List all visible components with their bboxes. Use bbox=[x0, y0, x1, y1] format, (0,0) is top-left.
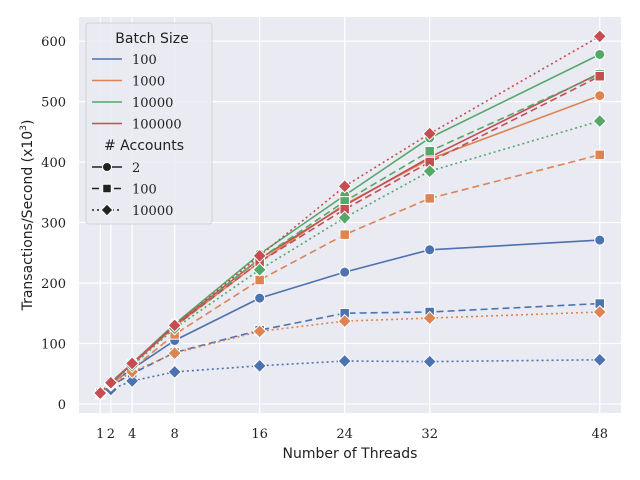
data-point bbox=[592, 29, 607, 44]
data-point bbox=[252, 262, 267, 277]
y-tick-label: 100 bbox=[41, 337, 66, 352]
data-point bbox=[254, 292, 266, 304]
x-tick-label: 8 bbox=[171, 427, 179, 442]
x-tick-label: 2 bbox=[107, 427, 115, 442]
data-point bbox=[167, 345, 182, 361]
data-point bbox=[337, 313, 352, 329]
x-axis-title: Number of Threads bbox=[283, 446, 418, 462]
data-point bbox=[252, 358, 267, 374]
series-group bbox=[93, 29, 607, 401]
legend-batch-title: Batch Size bbox=[115, 31, 188, 47]
x-tick-label: 1 bbox=[96, 427, 104, 442]
data-point bbox=[252, 324, 267, 339]
series-line bbox=[99, 73, 601, 394]
data-point bbox=[339, 266, 351, 278]
data-point bbox=[592, 304, 607, 320]
legend-batch-entries: 100 1000 10000 100000 bbox=[92, 53, 182, 133]
legend-accounts-title: # Accounts bbox=[104, 138, 184, 154]
data-point bbox=[424, 193, 435, 204]
data-point bbox=[594, 234, 606, 246]
data-point bbox=[252, 248, 267, 264]
legend: Batch Size # Accounts 100 1000 10000 100000… bbox=[85, 22, 213, 225]
legend-label: 10000 bbox=[132, 204, 173, 219]
data-point bbox=[167, 318, 182, 333]
y-axis-title-main: Transactions/Second (x10 bbox=[20, 131, 36, 312]
y-axis-title: Transactions/Second (x103) bbox=[19, 120, 36, 312]
legend-marker bbox=[100, 203, 114, 217]
y-tick-label: 500 bbox=[41, 96, 66, 111]
legend-label: 1000 bbox=[132, 75, 165, 90]
legend-box bbox=[85, 22, 213, 225]
series-line bbox=[99, 154, 600, 395]
data-point bbox=[424, 145, 435, 157]
series-line bbox=[99, 75, 601, 394]
data-point bbox=[594, 149, 605, 161]
legend-marker bbox=[102, 162, 112, 172]
x-tick-label: 24 bbox=[336, 427, 353, 442]
data-point bbox=[594, 90, 606, 102]
series-line bbox=[99, 35, 601, 394]
x-tick-label: 48 bbox=[591, 427, 608, 442]
y-tick-label: 400 bbox=[41, 156, 66, 171]
x-axis-ticks: 1 2 4 8 16 24 32 48 bbox=[96, 427, 608, 442]
data-point bbox=[124, 373, 140, 389]
data-point bbox=[422, 163, 437, 179]
y-axis-title-superscript: 3 bbox=[19, 125, 29, 131]
legend-label: 10000 bbox=[132, 96, 173, 111]
data-point bbox=[339, 229, 350, 240]
x-tick-label: 16 bbox=[251, 427, 268, 442]
x-tick-label: 4 bbox=[128, 427, 136, 442]
data-point bbox=[592, 352, 607, 368]
legend-label: 2 bbox=[132, 161, 140, 176]
data-point bbox=[594, 48, 606, 60]
data-point bbox=[422, 310, 437, 326]
data-point bbox=[167, 364, 182, 380]
y-tick-label: 600 bbox=[41, 35, 66, 50]
series-line bbox=[99, 120, 600, 394]
legend-label: 100 bbox=[132, 183, 157, 198]
data-point bbox=[422, 354, 437, 369]
y-axis-title-close: ) bbox=[20, 120, 36, 125]
data-point bbox=[422, 126, 437, 141]
data-point bbox=[103, 375, 119, 390]
y-axis-ticks: 0 100 200 300 400 500 600 bbox=[41, 35, 66, 413]
legend-accounts-entries: 2 100 10000 bbox=[92, 161, 173, 219]
y-tick-label: 200 bbox=[41, 277, 66, 292]
data-point bbox=[337, 210, 352, 225]
legend-marker bbox=[102, 183, 112, 194]
series-100000-10000 bbox=[93, 29, 607, 401]
legend-label: 100000 bbox=[132, 118, 182, 133]
x-tick-label: 32 bbox=[421, 427, 438, 442]
y-tick-label: 0 bbox=[58, 398, 66, 413]
y-tick-label: 300 bbox=[41, 217, 66, 232]
legend-label: 100 bbox=[132, 53, 157, 68]
data-point bbox=[424, 244, 436, 256]
data-point bbox=[337, 179, 352, 194]
data-point bbox=[337, 353, 352, 369]
data-point bbox=[594, 70, 605, 82]
data-point bbox=[93, 385, 108, 401]
data-point bbox=[592, 113, 607, 129]
data-point bbox=[124, 356, 140, 371]
